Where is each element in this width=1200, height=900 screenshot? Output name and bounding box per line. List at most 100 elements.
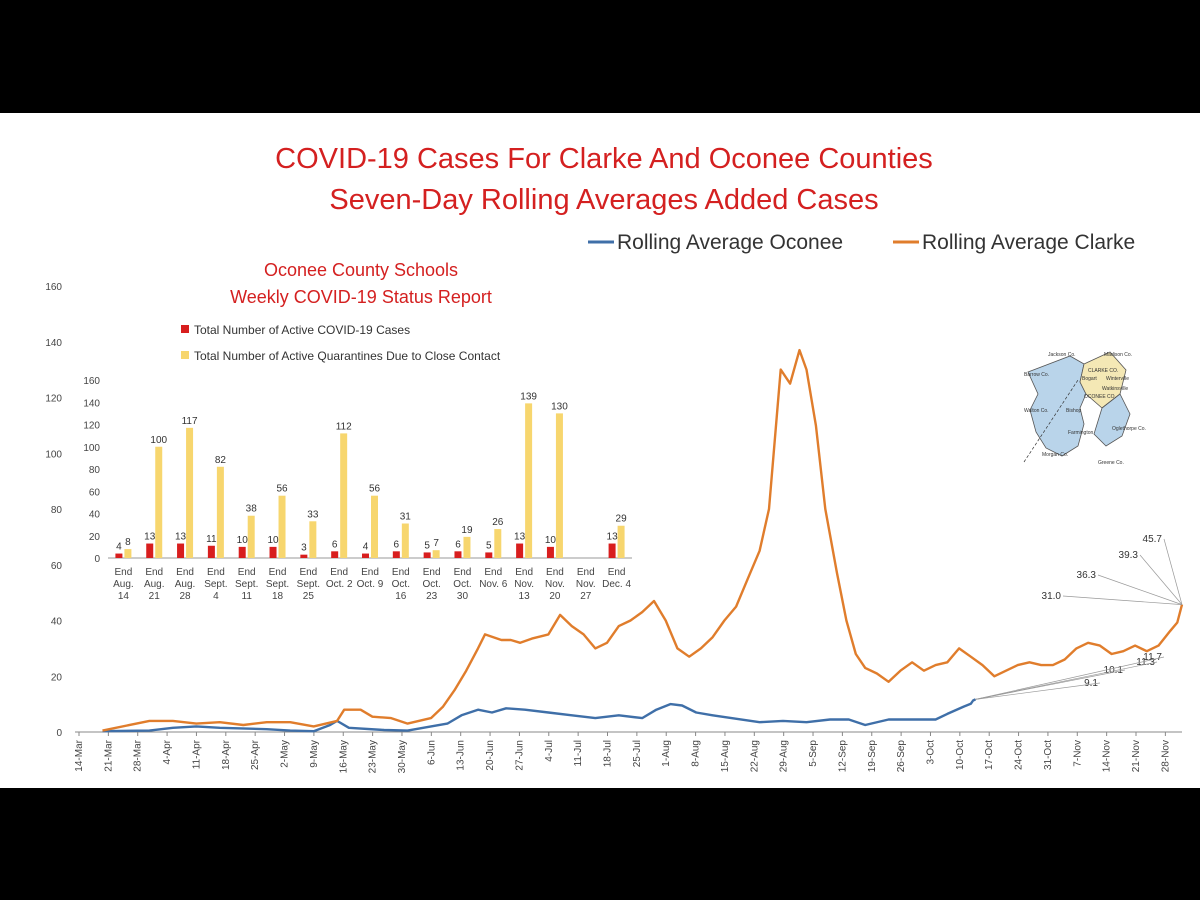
inset-legend-label-quarantines: Total Number of Active Quarantines Due t… <box>194 349 501 363</box>
inset-x-tick-label: Sept. <box>297 579 320 590</box>
inset-y-tick-label: 140 <box>83 398 100 409</box>
bar-quarantines <box>401 523 409 558</box>
map-boundary-line <box>1023 379 1079 463</box>
inset-y-tick-label: 0 <box>94 554 100 565</box>
bar-data-label: 13 <box>144 532 156 543</box>
y-tick-label: 100 <box>45 449 62 460</box>
inset-x-tick-label: 30 <box>457 591 469 602</box>
map-east-region <box>1093 393 1131 447</box>
inset-y-tick-label: 20 <box>89 532 101 543</box>
bar-data-label: 8 <box>125 537 131 548</box>
bar-data-label: 13 <box>514 532 526 543</box>
inset-x-tick-label: End <box>392 567 410 578</box>
inset-x-tick-label: 20 <box>549 591 561 602</box>
annotation-leader <box>1062 595 1183 605</box>
bar-quarantines <box>494 529 502 558</box>
inset-x-tick-label: End <box>361 567 379 578</box>
chart-canvas: COVID-19 Cases For Clarke And Oconee Cou… <box>45 143 1184 773</box>
bar-active-cases <box>546 546 554 558</box>
x-tick-label: 15-Aug <box>720 740 731 772</box>
bar-data-label: 10 <box>267 535 279 546</box>
inset-legend-label-cases: Total Number of Active COVID-19 Cases <box>194 323 410 337</box>
bar-data-label: 7 <box>433 538 439 549</box>
x-tick-label: 26-Sep <box>896 740 907 773</box>
x-tick-label: 28-Nov <box>1160 740 1171 772</box>
inset-x-tick-label: 23 <box>426 591 438 602</box>
y-tick-label: 80 <box>51 505 63 516</box>
x-tick-label: 31-Oct <box>1043 740 1054 770</box>
bar-data-label: 112 <box>336 421 352 432</box>
x-tick-label: 27-Jun <box>514 740 525 771</box>
x-tick-label: 24-Oct <box>1014 740 1025 770</box>
x-tick-label: 16-May <box>338 740 349 773</box>
map-label: Madison Co. <box>1104 352 1132 358</box>
bar-data-label: 4 <box>363 542 369 553</box>
bar-quarantines <box>309 521 317 558</box>
map-label: Winterville <box>1106 376 1129 382</box>
inset-x-tick-label: 11 <box>242 591 253 602</box>
y-tick-label: 20 <box>51 672 63 683</box>
x-tick-label: 8-Aug <box>691 740 702 767</box>
y-tick-label: 40 <box>51 617 63 628</box>
map-label: Jackson Co. <box>1048 352 1076 358</box>
inset-x-tick-label: 13 <box>519 591 531 602</box>
inset-x-tick-label: Aug. <box>175 579 196 590</box>
bar-quarantines <box>463 536 471 558</box>
inset-x-tick-label: Oct. 2 <box>326 579 353 590</box>
inset-x-tick-label: 27 <box>580 591 592 602</box>
end-annotations: 9.1 10.1 11.311.7 31.0 36.3 39.3 45.7 <box>975 534 1183 700</box>
x-tick-label: 5-Sep <box>808 740 819 767</box>
inset-x-tick-label: 18 <box>272 591 284 602</box>
inset-title-line2: Weekly COVID-19 Status Report <box>230 287 492 307</box>
bar-data-label: 11 <box>206 534 217 545</box>
bar-active-cases <box>331 551 339 558</box>
annotation-oconee: 11.7 <box>1143 652 1162 663</box>
inset-x-tick-label: End <box>145 567 163 578</box>
annotation-leader <box>1163 538 1183 605</box>
inset-x-tick-label: End <box>515 567 533 578</box>
bar-data-label: 117 <box>182 416 198 427</box>
inset-x-tick-label: End <box>546 567 564 578</box>
bar-quarantines <box>340 433 348 558</box>
bar-data-label: 29 <box>616 514 628 525</box>
y-tick-label: 60 <box>51 561 63 572</box>
series-line-clarke <box>102 348 1184 732</box>
x-tick-label: 2-May <box>280 740 291 768</box>
y-tick-label: 0 <box>56 728 62 739</box>
inset-y-tick-label: 60 <box>89 487 101 498</box>
x-tick-label: 9-May <box>309 740 320 768</box>
x-tick-label: 10-Oct <box>955 740 966 770</box>
x-tick-label: 3-Oct <box>925 740 936 765</box>
inset-x-tick-label: Oct. <box>392 579 410 590</box>
x-tick-label: 14-Nov <box>1102 740 1113 772</box>
x-tick-label: 20-Jun <box>485 740 496 771</box>
inset-x-tick-label: 14 <box>118 591 130 602</box>
annotation-clarke: 31.0 <box>1042 591 1062 602</box>
inset-x-tick-label: End <box>484 567 502 578</box>
annotation-clarke: 45.7 <box>1143 534 1163 545</box>
bar-active-cases <box>115 553 123 558</box>
x-tick-label: 14-Mar <box>74 739 85 771</box>
inset-y-tick-label: 120 <box>83 421 100 432</box>
inset-x-tick-label: Sept. <box>266 579 289 590</box>
bar-quarantines <box>216 466 224 558</box>
bar-active-cases <box>362 553 369 558</box>
bar-data-label: 6 <box>455 539 461 550</box>
main-series <box>102 348 1184 733</box>
bar-data-label: 56 <box>369 484 381 495</box>
inset-title-line1: Oconee County Schools <box>264 260 458 280</box>
bar-data-label: 10 <box>237 535 249 546</box>
bar-active-cases <box>238 546 246 558</box>
bar-quarantines <box>432 550 440 558</box>
x-tick-label: 28-Mar <box>133 739 144 771</box>
bar-data-label: 31 <box>400 512 412 523</box>
inset-x-tick-label: End <box>423 567 441 578</box>
x-tick-label: 11-Jul <box>573 740 584 767</box>
x-tick-label: 21-Mar <box>103 739 114 771</box>
legend-label-oconee: Rolling Average Oconee <box>617 231 843 254</box>
bar-quarantines <box>247 515 255 558</box>
bar-active-cases <box>207 545 215 558</box>
inset-legend-swatch-quarantines <box>181 351 189 359</box>
x-tick-label: 7-Nov <box>1072 740 1083 767</box>
